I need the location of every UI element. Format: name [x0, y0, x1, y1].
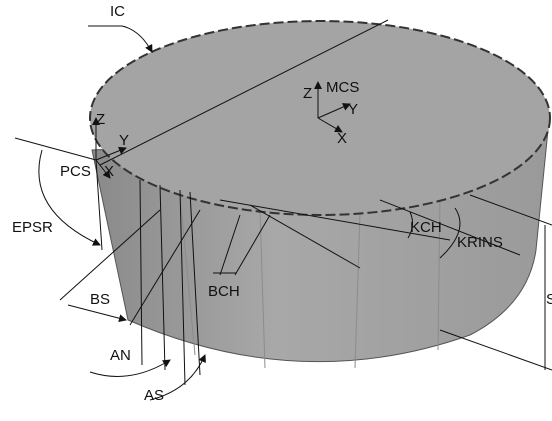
label-ic: IC	[110, 3, 125, 20]
label-kch: KCH	[410, 219, 442, 236]
ic-diameter	[99, 19, 389, 166]
ic-leader	[88, 25, 153, 53]
pcs-axes	[92, 117, 127, 179]
dimension-lines	[14, 137, 552, 401]
label-pcs-z: Z	[96, 111, 105, 128]
label-pcs-y: Y	[119, 132, 129, 149]
label-mcs-z: Z	[303, 85, 312, 102]
label-epsr: EPSR	[12, 219, 53, 236]
label-bch: BCH	[208, 283, 240, 300]
label-mcs-y: Y	[348, 101, 358, 118]
label-an: AN	[110, 347, 131, 364]
mcs-axes	[314, 81, 351, 133]
label-mcs-x: X	[337, 130, 347, 147]
label-pcs: PCS	[60, 163, 91, 180]
label-pcs-x: X	[104, 163, 114, 180]
label-mcs: MCS	[326, 79, 359, 96]
label-bs: BS	[90, 291, 110, 308]
insert-top	[89, 20, 551, 216]
label-krins: KRINS	[457, 234, 503, 251]
label-s: S	[546, 291, 552, 308]
label-as: AS	[144, 387, 164, 404]
facets	[179, 194, 441, 369]
